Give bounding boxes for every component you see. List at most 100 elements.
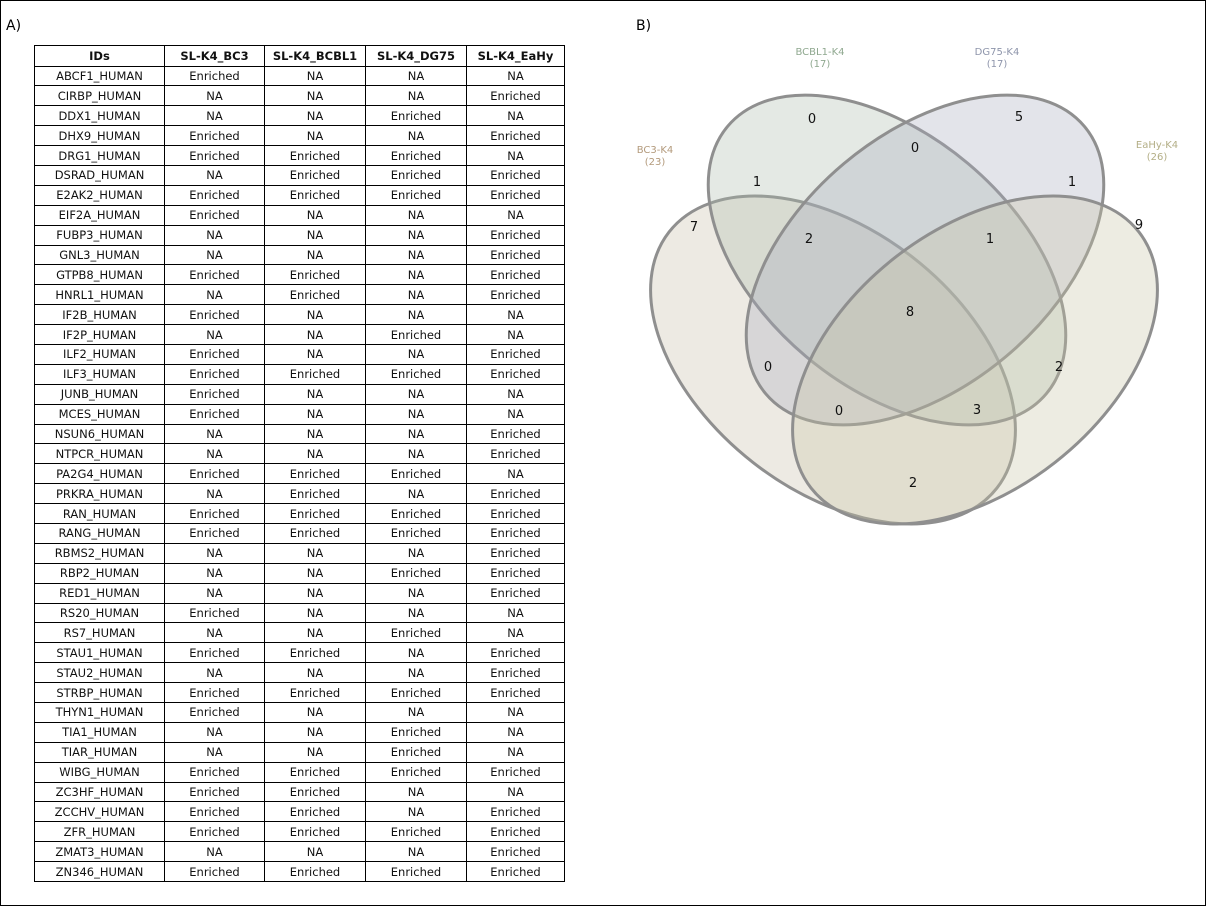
enrichment-cell: Enriched [164,602,265,624]
enrichment-cell: Enriched [264,682,366,703]
table-row: ZMAT3_HUMAN NA NA NA Enriched [34,841,565,863]
protein-id-cell: ILF3_HUMAN [34,363,165,385]
enrichment-cell: NA [164,622,265,644]
enrichment-cell: Enriched [264,184,366,206]
protein-id-cell: STRBP_HUMAN [34,682,165,703]
region-bcbl1-only: 0 [808,112,816,127]
protein-id-cell: ZC3HF_HUMAN [34,781,165,803]
enrichment-cell: NA [264,85,366,107]
enrichment-cell: NA [164,324,265,345]
enrichment-cell: Enriched [365,821,467,843]
enrichment-cell: Enriched [466,343,565,365]
enrichment-cell: Enriched [365,363,467,385]
table-row: ZN346_HUMAN Enriched Enriched Enriched Enric… [34,861,565,883]
table-row: HNRL1_HUMAN NA Enriched NA Enriched [34,284,565,306]
enrichment-cell: NA [365,483,467,505]
set-count-bc3: (23) [645,157,666,168]
enrichment-cell: Enriched [466,582,565,604]
enrichment-cell: Enriched [264,821,366,843]
region-bc3-dg75-eahy: 0 [835,404,843,419]
enrichment-cell: NA [365,383,467,405]
protein-id-cell: PA2G4_HUMAN [34,463,165,485]
enrichment-cell: NA [365,224,467,246]
enrichment-cell: Enriched [466,562,565,584]
enrichment-cell: Enriched [365,324,467,345]
enrichment-cell: Enriched [365,145,467,166]
region-bcbl1-eahy: 2 [1055,360,1063,375]
enrichment-cell: Enriched [365,105,467,127]
header-eahy: SL-K4_EaHy [466,45,565,67]
enrichment-cell: NA [164,224,265,246]
enrichment-cell: Enriched [264,463,366,485]
region-bc3-bcbl1-eahy: 3 [973,403,981,418]
table-row: DRG1_HUMAN Enriched Enriched Enriched NA [34,145,565,166]
table-row: ILF3_HUMAN Enriched Enriched Enriched Enrich… [34,363,565,385]
enrichment-cell: Enriched [164,801,265,823]
enrichment-cell: NA [264,304,366,326]
enrichment-cell: NA [466,622,565,644]
table-row: TIAR_HUMAN NA NA Enriched NA [34,741,565,763]
region-dg75-eahy: 1 [1068,175,1076,190]
enrichment-cell: Enriched [466,503,565,524]
protein-id-cell: DDX1_HUMAN [34,105,165,127]
protein-id-cell: WIBG_HUMAN [34,761,165,783]
enrichment-cell: NA [365,542,467,564]
enrichment-cell: NA [466,463,565,485]
enrichment-cell: NA [264,224,366,246]
enrichment-cell: NA [365,662,467,684]
table-row: DDX1_HUMAN NA NA Enriched NA [34,105,565,127]
enrichment-cell: Enriched [164,383,265,405]
enrichment-cell: Enriched [164,184,265,206]
protein-id-cell: RBP2_HUMAN [34,562,165,584]
enrichment-cell: NA [466,304,565,326]
enrichment-cell: Enriched [365,861,467,883]
enrichment-cell: Enriched [466,363,565,385]
protein-id-cell: PRKRA_HUMAN [34,483,165,505]
protein-id-cell: IF2P_HUMAN [34,324,165,345]
enrichment-cell: NA [264,622,366,644]
enrichment-cell: NA [264,204,366,226]
protein-id-cell: GNL3_HUMAN [34,244,165,266]
protein-id-cell: DRG1_HUMAN [34,145,165,166]
enrichment-cell: NA [264,403,366,425]
enrichment-cell: NA [466,602,565,624]
table-row: RS20_HUMAN Enriched NA NA NA [34,602,565,624]
protein-id-cell: RANG_HUMAN [34,522,165,544]
enrichment-cell: Enriched [466,85,565,107]
venn-ellipse-bc3 [649,194,1017,526]
enrichment-cell: Enriched [466,423,565,445]
enrichment-cell: NA [264,721,366,743]
protein-id-cell: ILF2_HUMAN [34,343,165,365]
enrichment-table: IDs SL-K4_BC3 SL-K4_BCBL1 SL-K4_DG75 SL-… [34,45,565,883]
enrichment-cell: Enriched [466,682,565,703]
protein-id-cell: TIAR_HUMAN [34,741,165,763]
enrichment-cell: NA [466,383,565,405]
set-count-dg75: (17) [987,59,1008,70]
set-count-eahy: (26) [1147,152,1168,163]
table-row: NSUN6_HUMAN NA NA NA Enriched [34,423,565,445]
table-row: FUBP3_HUMAN NA NA NA Enriched [34,224,565,246]
enrichment-cell: Enriched [466,761,565,783]
enrichment-cell: Enriched [466,224,565,246]
enrichment-cell: Enriched [264,801,366,823]
enrichment-cell: Enriched [365,503,467,524]
enrichment-cell: Enriched [466,642,565,664]
enrichment-cell: NA [466,324,565,345]
enrichment-cell: NA [264,841,366,863]
venn-ellipses [649,93,1159,526]
enrichment-cell: NA [164,423,265,445]
enrichment-cell: NA [264,65,366,87]
enrichment-cell: Enriched [466,841,565,863]
enrichment-cell: NA [164,443,265,465]
enrichment-cell: Enriched [164,682,265,703]
enrichment-cell: NA [365,702,467,723]
header-bc3: SL-K4_BC3 [164,45,265,67]
protein-id-cell: THYN1_HUMAN [34,702,165,723]
protein-id-cell: RS7_HUMAN [34,622,165,644]
table-row: RED1_HUMAN NA NA NA Enriched [34,582,565,604]
enrichment-cell: Enriched [164,125,265,147]
region-bc3-only: 7 [690,220,698,235]
enrichment-cell: NA [365,403,467,425]
enrichment-cell: NA [264,702,366,723]
enrichment-cell: Enriched [164,821,265,843]
